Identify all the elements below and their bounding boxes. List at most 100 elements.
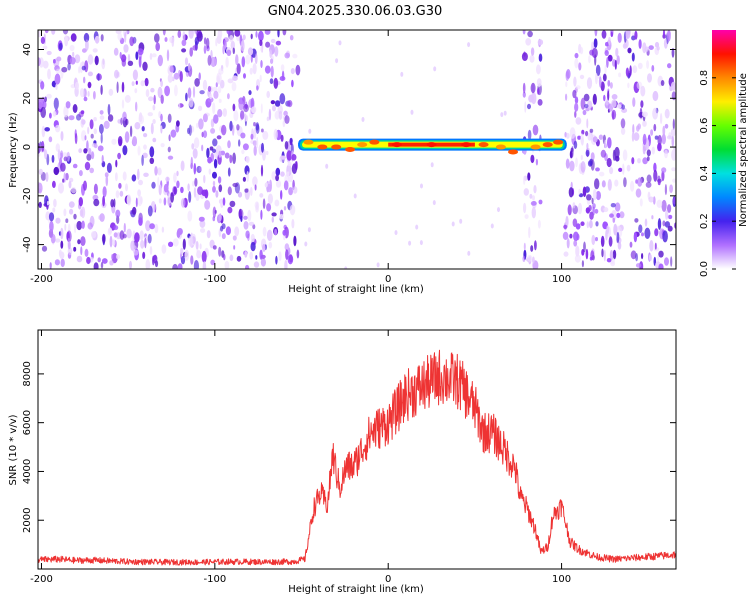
heatmap-noise-cell xyxy=(665,209,669,220)
heatmap-noise-cell xyxy=(609,213,614,218)
x-tick-label: 100 xyxy=(552,274,571,285)
heatmap-noise-cell xyxy=(160,125,163,134)
heatmap-noise-cell xyxy=(580,97,586,110)
heatmap-noise-cell xyxy=(579,74,585,80)
heatmap-noise-cell xyxy=(262,198,266,209)
heatmap-noise-cell xyxy=(138,114,145,125)
heatmap-noise-cell xyxy=(578,62,582,71)
heatmap-noise-cell xyxy=(248,221,255,226)
heatmap-noise-cell xyxy=(213,158,218,169)
heatmap-noise-cell xyxy=(467,42,471,48)
heatmap-noise-cell xyxy=(227,140,231,149)
signal-peak xyxy=(391,142,402,148)
heatmap-noise-cell xyxy=(188,30,194,39)
heatmap-noise-cell xyxy=(625,67,630,77)
heatmap-noise-cell xyxy=(217,109,223,118)
heatmap-noise-cell xyxy=(231,81,237,92)
signal-peak xyxy=(508,149,519,155)
heatmap-noise-cell xyxy=(648,196,654,203)
snr-x-axis: -200 -100 0 100 xyxy=(30,330,571,585)
heatmap-noise-cell xyxy=(135,197,138,208)
heatmap-noise-cell xyxy=(585,130,589,137)
heatmap-noise-cell xyxy=(229,154,233,164)
heatmap-noise-cell xyxy=(586,118,589,129)
heatmap-noise-cell xyxy=(131,81,135,86)
heatmap-noise-cell xyxy=(637,62,643,70)
heatmap-noise-cell xyxy=(161,226,165,233)
heatmap-noise-cell xyxy=(394,230,398,236)
x-tick-label: -100 xyxy=(203,574,226,585)
heatmap-noise-cell xyxy=(87,126,90,135)
heatmap-noise-cell xyxy=(152,119,156,124)
heatmap-noise-cell xyxy=(185,92,188,102)
heatmap-noise-cell xyxy=(83,76,86,84)
heatmap-noise-cell xyxy=(575,85,581,90)
heatmap-noise-cell xyxy=(49,112,52,119)
heatmap-noise-cell xyxy=(164,37,168,42)
heatmap-noise-cell xyxy=(93,117,97,122)
heatmap-noise-cell xyxy=(184,57,189,66)
heatmap-noise-cell xyxy=(154,33,160,43)
heatmap-noise-cell xyxy=(187,235,194,248)
heatmap-noise-cell xyxy=(252,176,258,187)
heatmap-noise-cell xyxy=(286,171,290,177)
heatmap-noise-cell xyxy=(173,72,180,80)
y-tick-label: -40 xyxy=(22,236,33,252)
heatmap-noise-cell xyxy=(82,48,87,53)
heatmap-noise-cell xyxy=(255,255,258,260)
heatmap-noise-cell xyxy=(188,191,192,203)
heatmap-noise-cell xyxy=(212,245,217,250)
heatmap-noise-cell xyxy=(134,122,141,130)
heatmap-noise-cell xyxy=(269,49,273,58)
heatmap-noise-cell xyxy=(565,158,570,169)
heatmap-noise-cell xyxy=(283,206,287,211)
heatmap-noise-cell xyxy=(210,259,215,266)
heatmap-noise-cell xyxy=(569,150,573,159)
heatmap-noise-cell xyxy=(606,258,612,263)
heatmap-noise-cell xyxy=(538,199,543,205)
heatmap-noise-cell xyxy=(194,30,197,35)
heatmap-noise-cell xyxy=(210,127,216,134)
heatmap-noise-cell xyxy=(47,68,51,80)
heatmap-noise-cell xyxy=(76,255,83,263)
heatmap-noise-cell xyxy=(265,150,269,156)
heatmap-noise-cell xyxy=(40,106,46,119)
heatmap-noise-cell xyxy=(530,154,535,164)
heatmap-noise-cell xyxy=(292,53,298,59)
heatmap-noise-cell xyxy=(125,118,129,126)
heatmap-noise-cell xyxy=(618,167,623,172)
heatmap-noise-cell xyxy=(641,253,644,260)
heatmap-noise-cell xyxy=(279,76,286,81)
heatmap-noise-cell xyxy=(637,177,643,187)
heatmap-noise-cell xyxy=(273,128,278,140)
signal-peak xyxy=(331,144,342,150)
heatmap-noise-cell xyxy=(575,117,582,125)
heatmap-noise-cell xyxy=(114,69,119,79)
heatmap-noise-cell xyxy=(569,127,576,139)
heatmap-noise-cell xyxy=(636,81,643,90)
heatmap-noise-cell xyxy=(83,180,87,191)
heatmap-noise-cell xyxy=(157,54,163,67)
heatmap-noise-cell xyxy=(622,149,628,161)
heatmap-noise-cell xyxy=(236,124,240,131)
heatmap-noise-cell xyxy=(218,213,222,222)
heatmap-noise-cell xyxy=(69,208,74,215)
heatmap-noise-cell xyxy=(244,113,247,122)
heatmap-noise-cell xyxy=(271,212,277,217)
heatmap-noise-cell xyxy=(672,118,675,130)
heatmap-noise-cell xyxy=(190,255,194,265)
heatmap-noise-cell xyxy=(600,81,605,92)
heatmap-noise-cell xyxy=(289,254,293,263)
heatmap-noise-cell xyxy=(85,39,89,51)
heatmap-noise-cell xyxy=(84,135,87,141)
heatmap-noise-cell xyxy=(657,255,660,264)
heatmap-noise-cell xyxy=(602,73,607,82)
heatmap-noise-cell xyxy=(218,68,224,75)
heatmap-noise-cell xyxy=(155,42,160,52)
heatmap-noise-cell xyxy=(122,111,127,121)
heatmap-noise-cell xyxy=(59,251,65,260)
heatmap-noise-cell xyxy=(656,199,663,208)
heatmap-noise-cell xyxy=(248,90,252,96)
heatmap-noise-cell xyxy=(565,215,569,228)
heatmap-noise-cell xyxy=(525,38,532,46)
